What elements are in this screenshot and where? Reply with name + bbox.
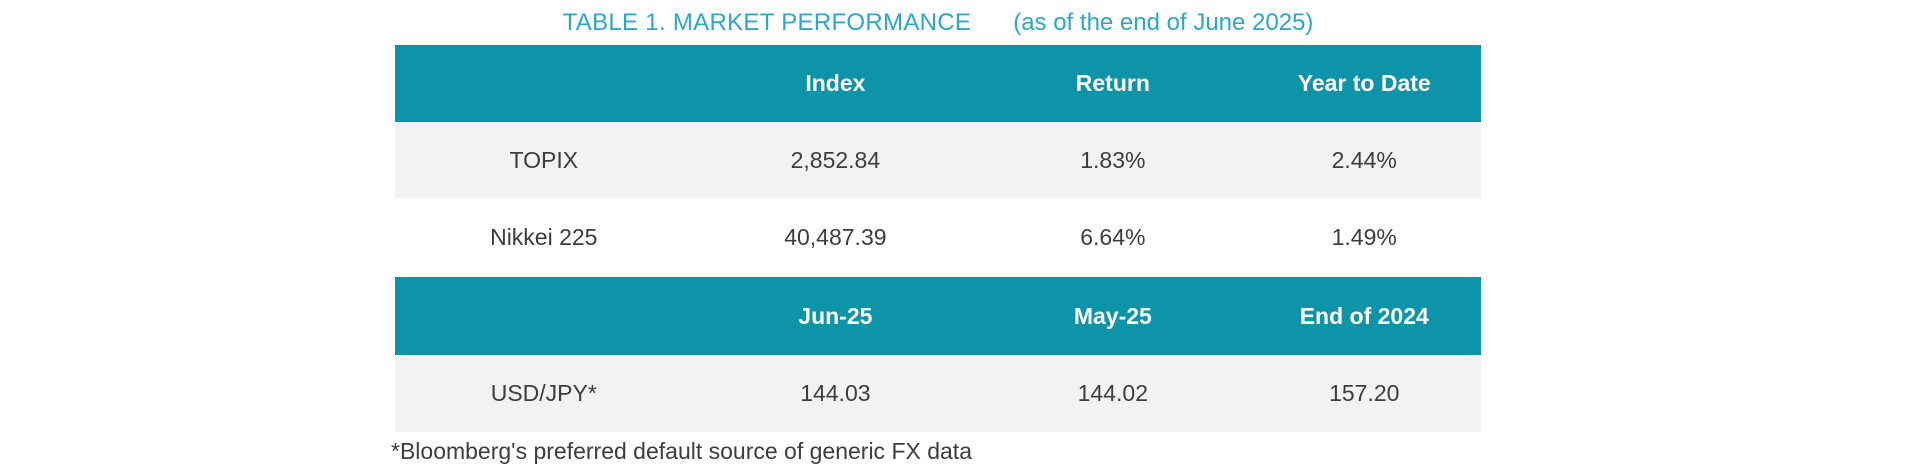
usdjpy-label: USD/JPY* <box>395 355 693 432</box>
section1-header-year-to-date: Year to Date <box>1247 45 1481 122</box>
topix-return-value: 1.83% <box>978 122 1248 198</box>
table-title-date-note: (as of the end of June 2025) <box>1013 9 1314 36</box>
topix-index-value: 2,852.84 <box>692 122 979 198</box>
table-row-nikkei-225: Nikkei 225 40,487.39 6.64% 1.49% <box>395 198 1481 277</box>
topix-label: TOPIX <box>395 122 693 198</box>
section1-header-index: Index <box>692 45 979 122</box>
market-performance-table: Index Return Year to Date TOPIX 2,852.84… <box>395 45 1481 432</box>
usdjpy-jun25-value: 144.03 <box>692 355 979 432</box>
nikkei-return-value: 6.64% <box>1080 224 1146 250</box>
section2-header-row: Jun-25 May-25 End of 2024 <box>395 277 1481 355</box>
table-title-text: TABLE 1. MARKET PERFORMANCE <box>562 9 972 36</box>
section2-header-jun-25: Jun-25 <box>692 277 979 355</box>
section1-header-blank-cell <box>395 45 693 122</box>
table-row-usdjpy: USD/JPY* 144.03 144.02 157.20 <box>395 355 1481 432</box>
market-performance-section: TABLE 1. MARKET PERFORMANCE (as of the en… <box>395 0 1481 432</box>
section1-header-row: Index Return Year to Date <box>395 45 1481 122</box>
section2-header-may-25: May-25 <box>978 277 1248 355</box>
nikkei-ytd-value: 1.49% <box>1331 224 1397 250</box>
section2-header-blank-cell <box>395 277 693 355</box>
topix-ytd-value: 2.44% <box>1247 122 1481 198</box>
usdjpy-may25-value: 144.02 <box>978 355 1248 432</box>
table-row-topix: TOPIX 2,852.84 1.83% 2.44% <box>395 122 1481 198</box>
usdjpy-end2024-value: 157.20 <box>1247 355 1481 432</box>
section1-header-return: Return <box>978 45 1248 122</box>
section2-header-end-of-2024: End of 2024 <box>1247 277 1481 355</box>
table-title: TABLE 1. MARKET PERFORMANCE (as of the en… <box>395 9 1481 37</box>
bloomberg-footnote: *Bloomberg's preferred default source of… <box>391 438 972 464</box>
nikkei-index-value: 40,487.39 <box>784 224 887 250</box>
nikkei-label: Nikkei 225 <box>490 224 598 250</box>
